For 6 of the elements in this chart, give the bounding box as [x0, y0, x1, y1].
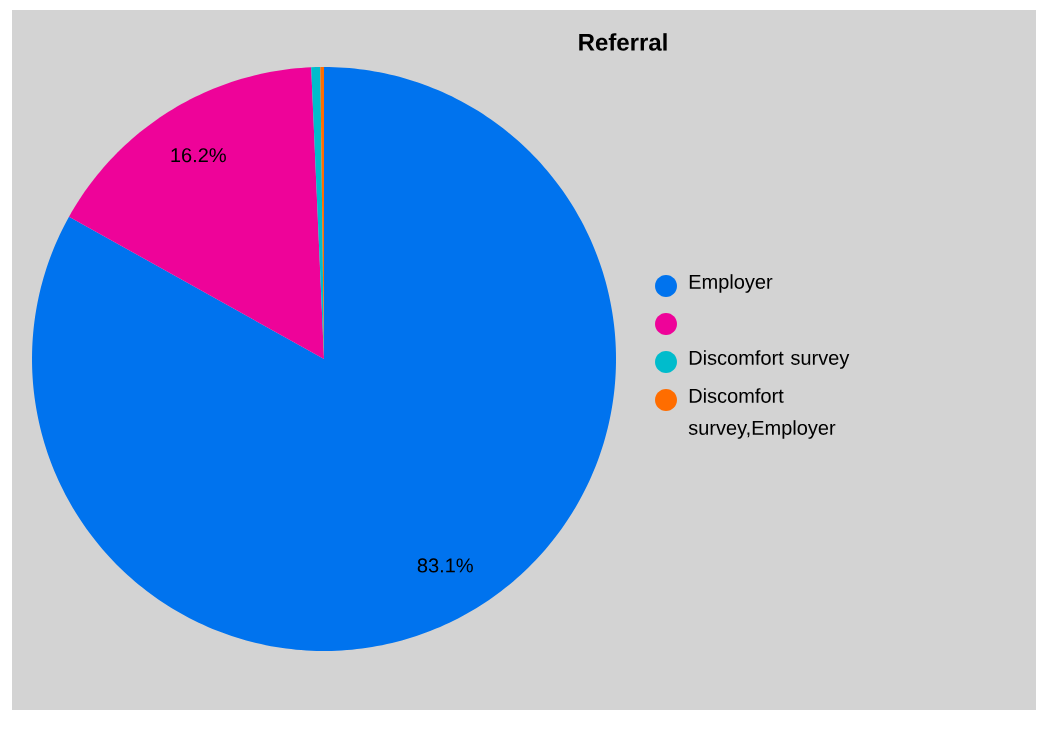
chart-title: Referral — [579, 33, 667, 51]
legend-label: Discomfort survey — [689, 350, 850, 369]
data-label: 16.2% — [171, 148, 226, 163]
legend-label: Employer — [689, 274, 773, 293]
data-label: 83.1% — [417, 558, 473, 573]
legend-label: Discomfort survey,Employer — [688, 388, 836, 439]
